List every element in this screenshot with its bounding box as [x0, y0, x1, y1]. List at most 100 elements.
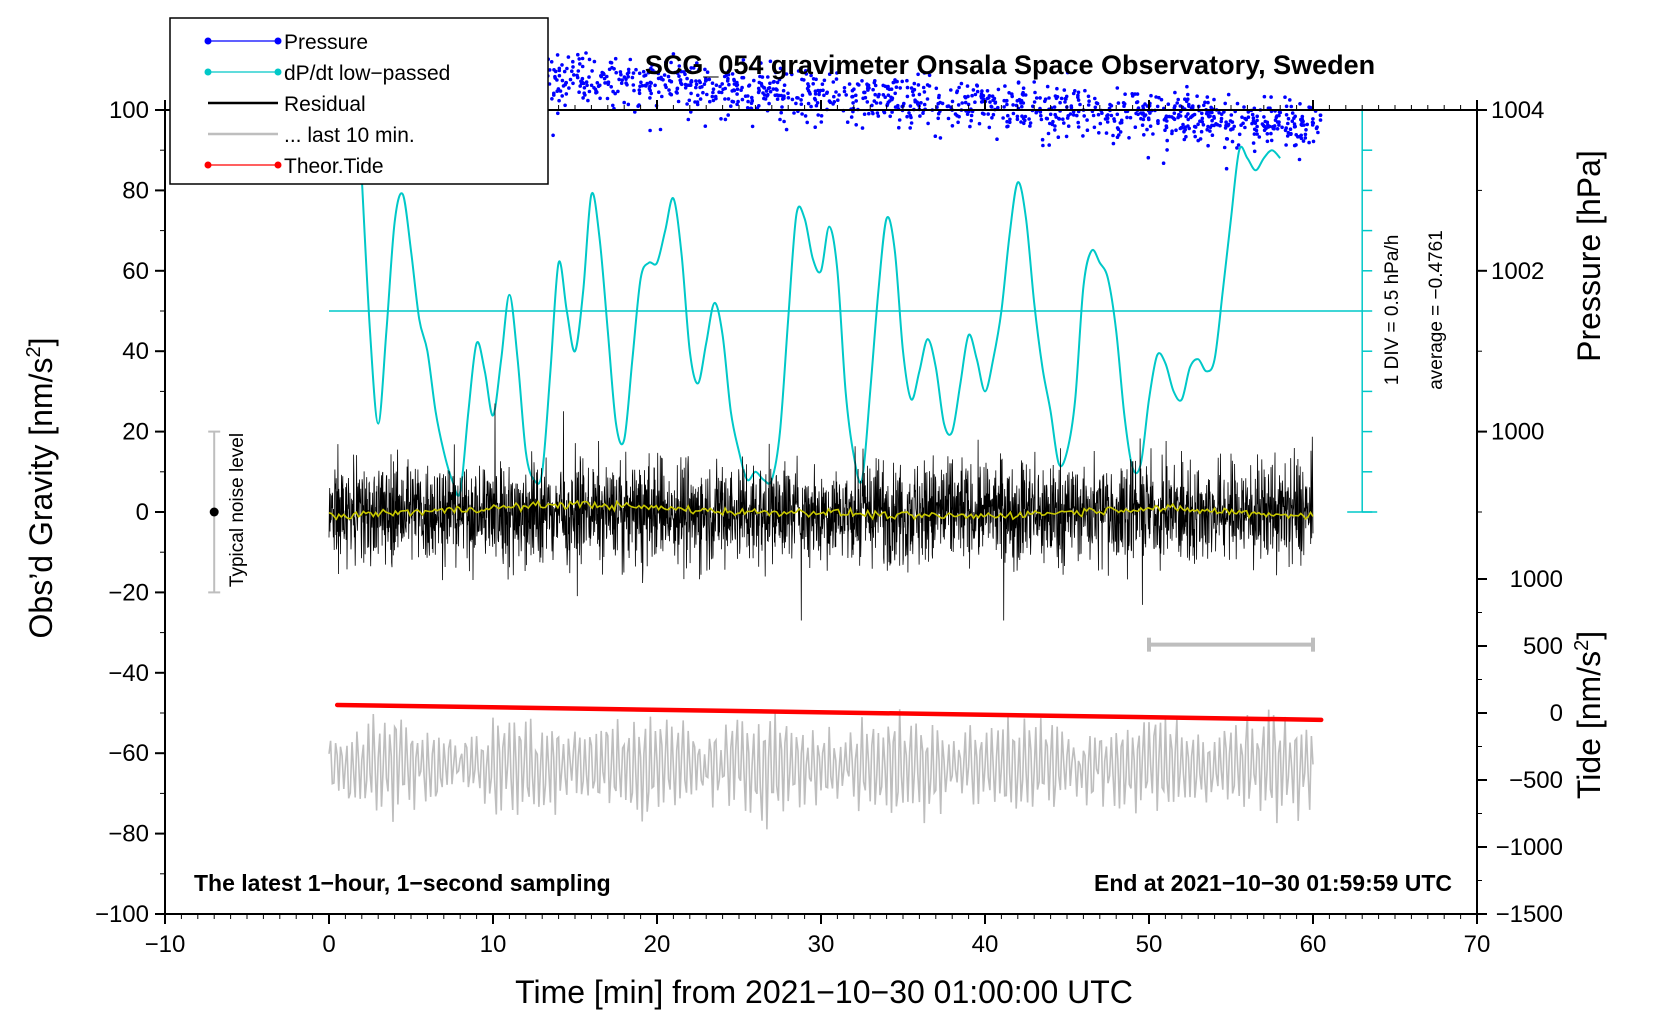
pressure-point — [832, 100, 837, 104]
pressure-point — [1061, 117, 1065, 121]
pressure-point — [847, 82, 852, 86]
pressure-point — [719, 117, 723, 121]
pressure-point — [1045, 84, 1050, 89]
pressure-point — [624, 77, 628, 81]
pressure-point — [922, 71, 927, 75]
pressure-point — [834, 90, 838, 94]
pressure-point — [1071, 113, 1076, 117]
pressure-tick-label: 1004 — [1491, 97, 1544, 124]
pressure-point — [749, 101, 754, 105]
pressure-point — [648, 128, 652, 133]
y-tick-label: 60 — [122, 258, 149, 285]
pressure-point — [1165, 138, 1169, 143]
pressure-point — [1269, 131, 1273, 136]
pressure-point — [993, 101, 997, 105]
pressure-point — [1020, 92, 1025, 96]
pressure-point — [1250, 112, 1255, 117]
pressure-point — [1040, 137, 1045, 142]
pressure-point — [1251, 141, 1256, 145]
pressure-point — [1064, 134, 1069, 139]
pressure-point — [819, 114, 824, 118]
pressure-point — [552, 91, 556, 96]
pressure-point — [905, 78, 909, 83]
pressure-point — [1076, 125, 1081, 129]
pressure-point — [1007, 91, 1011, 95]
pressure-point — [945, 104, 950, 109]
pressure-point — [1010, 94, 1014, 99]
pressure-point — [1243, 125, 1247, 130]
pressure-point — [1062, 121, 1066, 125]
pressure-point — [736, 99, 740, 104]
pressure-point — [1300, 114, 1305, 119]
x-tick-label: 0 — [322, 931, 335, 958]
pressure-point — [685, 102, 689, 106]
pressure-point — [1284, 113, 1289, 117]
pressure-point — [718, 84, 722, 89]
pressure-point — [1304, 128, 1308, 132]
x-tick-label: 30 — [808, 931, 835, 958]
pressure-point — [779, 110, 783, 115]
pressure-point — [563, 103, 567, 108]
pressure-point — [796, 69, 801, 73]
pressure-point — [659, 77, 664, 81]
pressure-point — [701, 90, 705, 95]
pressure-point — [816, 113, 820, 117]
pressure-point — [1075, 113, 1079, 118]
pressure-point — [735, 83, 740, 87]
pressure-point — [1133, 125, 1138, 129]
pressure-point — [1142, 114, 1147, 118]
pressure-point — [1112, 117, 1116, 121]
pressure-point — [975, 84, 980, 88]
pressure-point — [980, 111, 985, 116]
pressure-point — [1096, 112, 1101, 117]
pressure-point — [1141, 117, 1146, 122]
pressure-point — [1237, 132, 1242, 137]
pressure-point — [802, 78, 806, 82]
pressure-point — [1255, 118, 1259, 123]
pressure-point — [1303, 132, 1308, 137]
pressure-point — [1161, 161, 1166, 165]
pressure-point — [1115, 135, 1120, 139]
pressure-point — [1183, 125, 1188, 129]
pressure-point — [898, 86, 902, 90]
pressure-point — [1265, 139, 1270, 144]
pressure-point — [850, 95, 854, 99]
pressure-point — [1229, 113, 1234, 117]
pressure-point — [746, 99, 750, 104]
pressure-point — [721, 87, 725, 92]
pressure-point — [1307, 140, 1311, 145]
pressure-point — [865, 100, 870, 104]
pressure-point — [557, 66, 562, 71]
pressure-point — [836, 98, 840, 102]
pressure-point — [631, 83, 636, 87]
pressure-point — [953, 112, 958, 116]
pressure-point — [732, 88, 736, 92]
y-tick-label: −40 — [108, 660, 149, 687]
pressure-point — [1140, 123, 1145, 127]
pressure-point — [927, 73, 932, 78]
pressure-point — [723, 117, 728, 122]
last-10-min-line — [328, 709, 1314, 830]
pressure-point — [890, 110, 894, 114]
pressure-point — [1157, 95, 1161, 100]
pressure-point — [1058, 100, 1062, 105]
pressure-point — [710, 81, 715, 85]
pressure-point — [772, 79, 776, 84]
pressure-point — [1094, 101, 1099, 105]
tide-tick-label: 500 — [1523, 633, 1563, 660]
pressure-point — [697, 67, 701, 72]
pressure-point — [664, 85, 668, 90]
pressure-point — [561, 84, 566, 88]
pressure-point — [1226, 123, 1230, 128]
pressure-point — [1005, 98, 1009, 103]
pressure-point — [1292, 116, 1296, 120]
dpdt-div-label: 1 DIV = 0.5 hPa/h — [1382, 235, 1403, 386]
pressure-point — [603, 81, 607, 85]
pressure-point — [1311, 139, 1316, 144]
pressure-point — [1208, 129, 1212, 133]
pressure-point — [1252, 149, 1257, 154]
y-axis-label-sup: 2 — [23, 346, 45, 357]
pressure-point — [790, 72, 794, 77]
pressure-point — [1262, 115, 1266, 119]
